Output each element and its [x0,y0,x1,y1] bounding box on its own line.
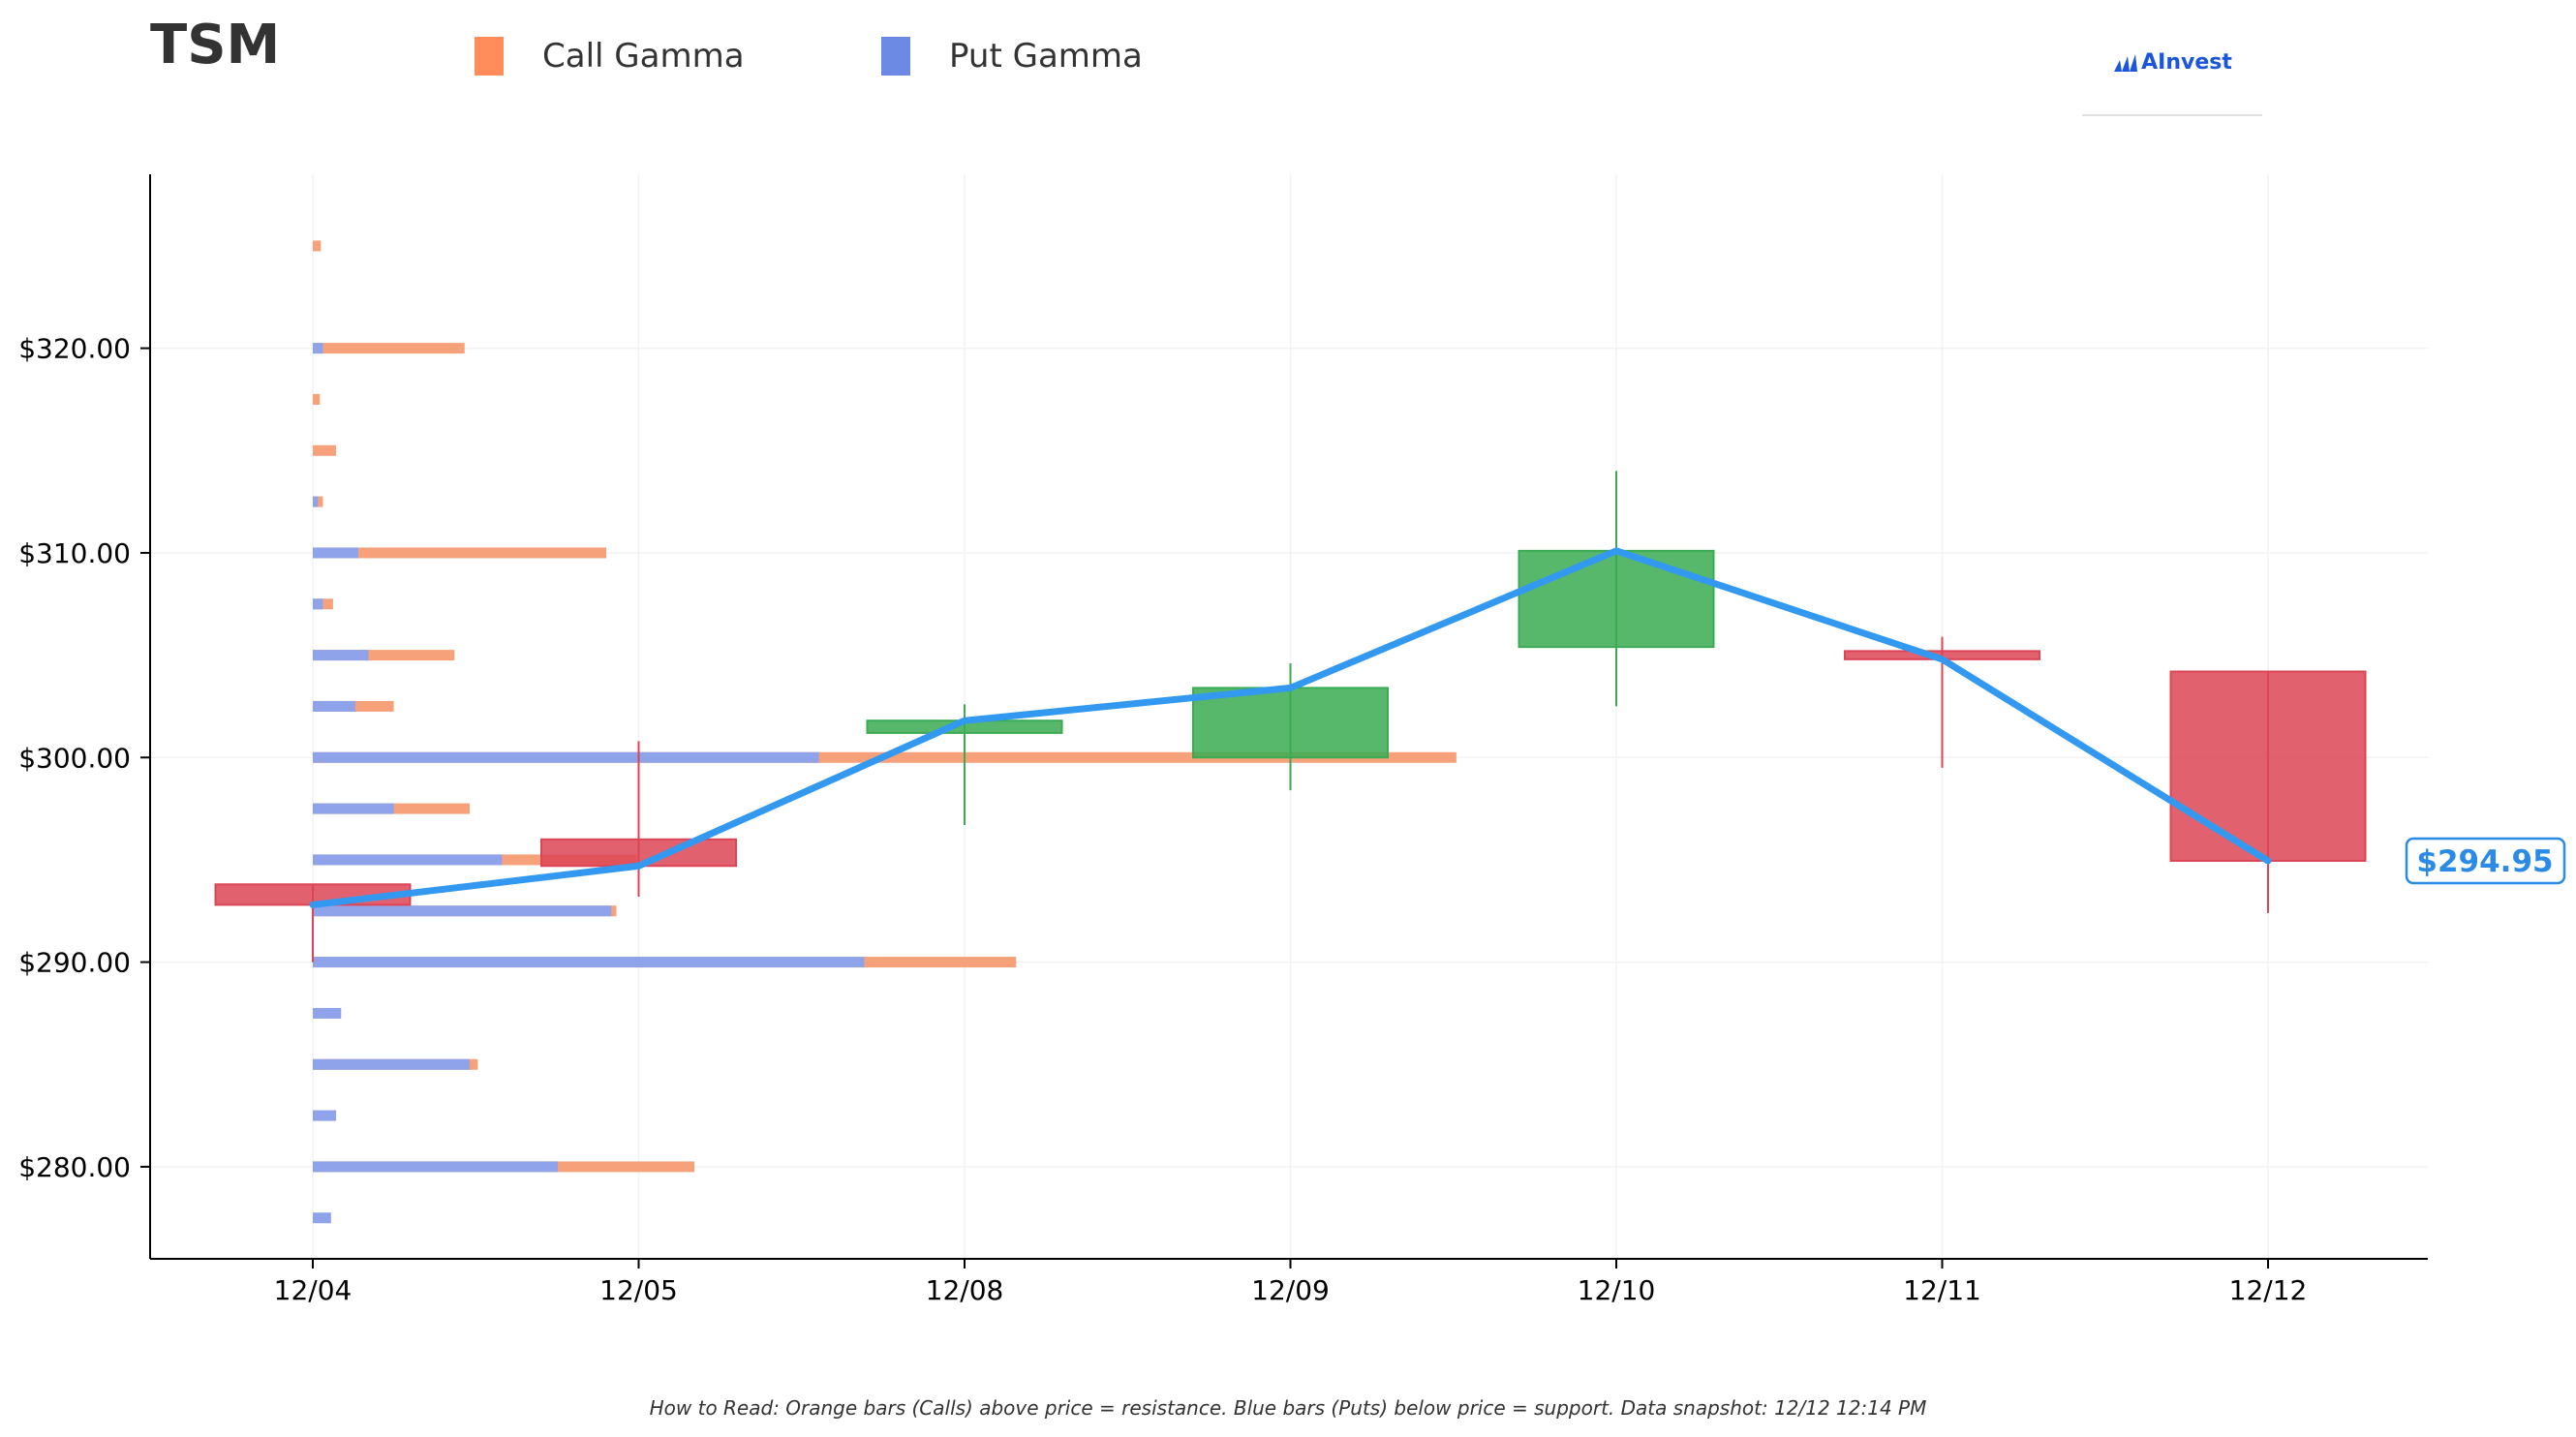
put-gamma-bar [313,547,359,559]
call-gamma-bar [313,240,322,252]
put-gamma-bar [313,1007,342,1019]
y-tick-label: $280.00 [18,1151,131,1183]
call-gamma-bar [313,547,607,559]
logo-chart-icon [2114,54,2138,72]
how-to-read-footer: How to Read: Orange bars (Calls) above p… [649,1396,1927,1420]
x-tick-label: 12/11 [1903,1274,1981,1306]
price-line [309,547,2272,908]
x-tick-label: 12/12 [2229,1274,2308,1306]
price-line-layer [309,547,2272,908]
call-gamma-bar [313,444,337,456]
put-gamma-swatch [881,37,910,76]
x-tick-label: 12/10 [1578,1274,1656,1306]
candle-body [2169,670,2367,862]
x-tick-label: 12/04 [274,1274,353,1306]
candle-body [1192,687,1389,759]
put-gamma-bar [313,1212,331,1224]
x-tick-label: 12/09 [1251,1274,1330,1306]
legend-put-gamma-label: Put Gamma [949,37,1143,76]
candle-body [1518,549,1715,649]
y-tick-label: $310.00 [18,537,131,569]
put-gamma-bar [313,751,819,763]
y-tick-label: $300.00 [18,742,131,774]
put-gamma-bar [313,905,612,917]
call-gamma-bar [313,343,465,354]
axes-layer: $280.00 $290.00 $300.00 $310.00 $320.00 12/04… [18,174,2428,1306]
ticker-title: TSM [150,14,281,76]
put-gamma-bar [313,803,394,814]
put-gamma-bar [313,1110,337,1121]
ainvest-logo: AInvest [2082,46,2262,116]
y-tick-label: $290.00 [18,947,131,979]
logo-text: AInvest [2141,50,2232,75]
put-gamma-bar [313,496,319,507]
last-price-box [2405,837,2566,885]
x-tick-label: 12/08 [926,1274,1004,1306]
put-gamma-bar [313,957,865,968]
x-tick-label: 12/05 [599,1274,678,1306]
y-tick-label: $320.00 [18,333,131,365]
candles-layer [214,471,2367,963]
call-gamma-bar [313,650,455,661]
legend-call-gamma-label: Call Gamma [542,37,745,76]
call-gamma-bar [313,393,321,405]
call-gamma-swatch [475,37,504,76]
put-gamma-bar [313,598,323,610]
put-gamma-bar [313,700,355,712]
put-gamma-bar [313,1058,470,1070]
legend-call-gamma: Call Gamma [475,37,745,76]
put-gamma-bar [313,1161,558,1173]
last-price-label: $294.95 [2416,844,2553,879]
legend-put-gamma: Put Gamma [881,37,1143,76]
candle-body [540,838,737,868]
put-gamma-bar [313,854,503,866]
put-gamma-bar [313,650,369,661]
price-label-layer: $294.95 [2405,837,2566,885]
put-gamma-bar [313,343,323,354]
